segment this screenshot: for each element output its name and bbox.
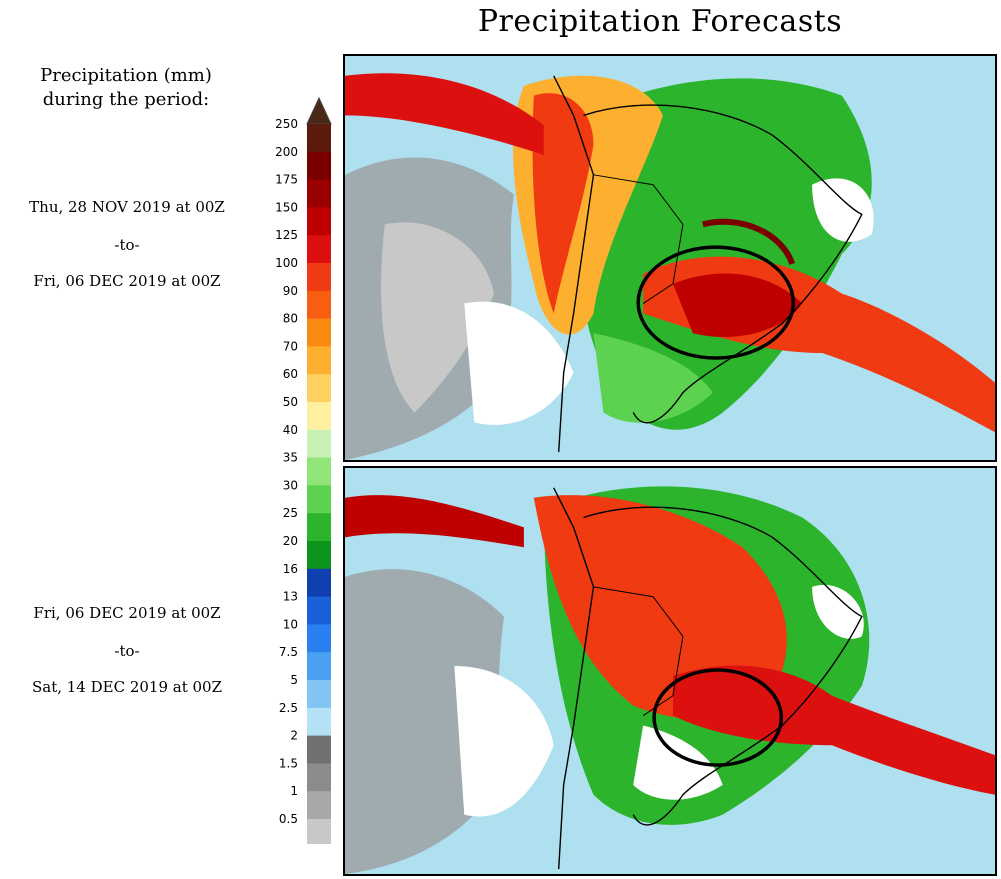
colorbar-tick-label: 2.5 — [279, 701, 298, 715]
colorbar-swatch — [307, 763, 331, 792]
colorbar-tick-label: 50 — [283, 395, 298, 409]
period-2-separator: -to- — [114, 642, 140, 660]
precipitation-colorbar: 2502001751501251009080706050403530252016… — [275, 96, 332, 844]
colorbar-swatch — [307, 290, 331, 320]
colorbar-swatch — [307, 652, 331, 681]
colorbar-swatch — [307, 263, 331, 292]
colorbar-swatch — [307, 680, 331, 709]
colorbar-swatch — [307, 402, 331, 431]
colorbar-swatch — [307, 318, 331, 347]
colorbar-tick-label: 35 — [283, 451, 298, 465]
colorbar-swatch — [307, 235, 331, 264]
colorbar-swatch — [307, 374, 331, 403]
colorbar-tick-label: 175 — [275, 173, 298, 187]
colorbar-swatch — [307, 541, 331, 570]
colorbar-tick-label: 80 — [283, 312, 298, 326]
forecast-map-week-2 — [343, 466, 997, 876]
colorbar-tick-label: 7.5 — [279, 645, 298, 659]
colorbar-tick-label: 13 — [283, 590, 298, 604]
colorbar-tick-label: 5 — [290, 673, 298, 687]
legend-heading-line-2: during the period: — [42, 89, 210, 110]
legend-heading: Precipitation (mm) during the period: — [22, 64, 230, 112]
colorbar-swatch — [307, 735, 331, 764]
colorbar-tick-label: 25 — [283, 506, 298, 520]
colorbar-swatch — [307, 624, 331, 653]
colorbar-swatch — [307, 207, 331, 236]
colorbar-tick-label: 70 — [283, 339, 298, 353]
colorbar-tick-label: 10 — [283, 617, 298, 631]
colorbar-swatch — [307, 346, 331, 375]
colorbar-swatch — [307, 124, 331, 153]
period-1-separator: -to- — [114, 236, 140, 254]
legend-heading-line-1: Precipitation (mm) — [40, 65, 212, 86]
colorbar-swatch — [307, 596, 331, 625]
colorbar-tick-label: 200 — [275, 145, 298, 159]
colorbar-tick-label: 2 — [290, 729, 298, 743]
colorbar-swatch — [307, 457, 331, 486]
colorbar-tick-label: 20 — [283, 534, 298, 548]
colorbar-swatch — [307, 707, 331, 737]
colorbar-swatch — [307, 791, 331, 820]
period-2-start: Fri, 06 DEC 2019 at 00Z — [33, 604, 221, 622]
colorbar-swatch — [307, 179, 331, 208]
highlight-ellipse-week-2 — [652, 668, 784, 767]
colorbar-tick-label: 250 — [275, 117, 298, 131]
colorbar-tick-label: 125 — [275, 228, 298, 242]
colorbar-tick-label: 100 — [275, 256, 298, 270]
colorbar-tick-label: 0.5 — [279, 812, 298, 826]
colorbar-top-arrow — [306, 96, 332, 125]
colorbar-tick-label: 60 — [283, 367, 298, 381]
colorbar-tick-label: 1 — [290, 784, 298, 798]
colorbar-tick-label: 40 — [283, 423, 298, 437]
period-2-end: Sat, 14 DEC 2019 at 00Z — [31, 678, 223, 696]
forecast-map-week-1 — [343, 54, 997, 462]
colorbar-swatch — [307, 485, 331, 514]
colorbar-tick-label: 1.5 — [279, 756, 298, 770]
colorbar-swatch — [307, 151, 331, 181]
highlight-ellipse-week-1 — [636, 245, 795, 360]
colorbar-swatch — [307, 819, 331, 844]
colorbar-tick-label: 30 — [283, 478, 298, 492]
period-1-start: Thu, 28 NOV 2019 at 00Z — [29, 198, 225, 216]
colorbar-tick-label: 150 — [275, 200, 298, 214]
colorbar-swatch — [307, 513, 331, 542]
colorbar-swatch — [307, 429, 331, 459]
period-1-end: Fri, 06 DEC 2019 at 00Z — [33, 272, 221, 290]
colorbar-tick-label: 16 — [283, 562, 298, 576]
page-title: Precipitation Forecasts — [477, 4, 843, 39]
colorbar-swatch — [307, 568, 331, 598]
colorbar-tick-label: 90 — [283, 284, 298, 298]
